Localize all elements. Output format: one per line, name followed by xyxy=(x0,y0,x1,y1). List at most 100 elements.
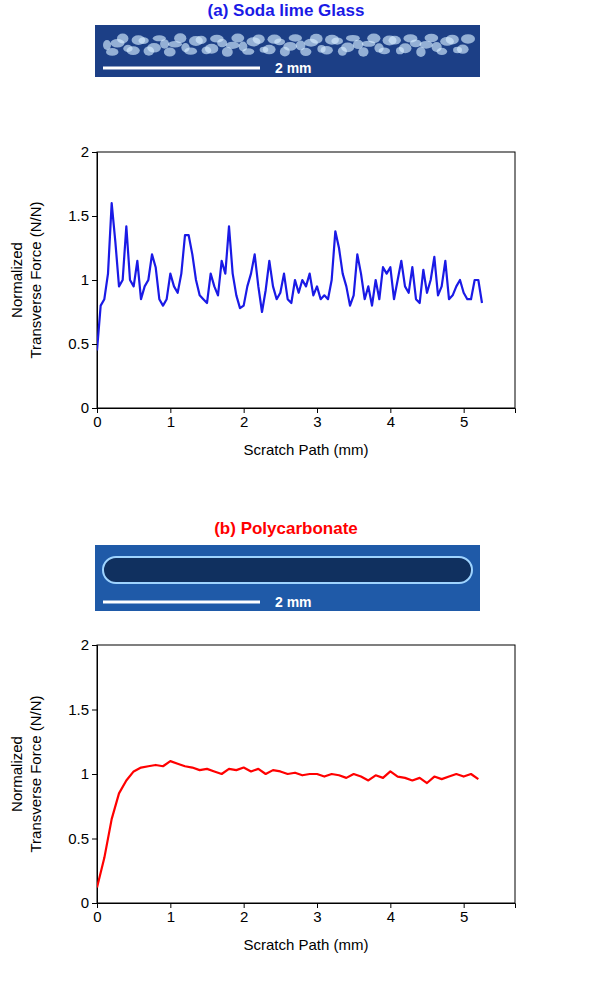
plot-marks xyxy=(97,761,478,887)
y-tick-label: 1.5 xyxy=(68,701,89,718)
scratch-debris xyxy=(138,37,148,44)
scratch-debris xyxy=(106,48,118,56)
scratch-debris xyxy=(457,45,469,54)
y-tick-label: 0 xyxy=(81,894,89,911)
micrograph-background xyxy=(95,545,480,611)
scratch-debris xyxy=(147,43,161,53)
x-axis-title: Scratch Path (mm) xyxy=(243,441,368,458)
scratch-debris xyxy=(437,48,448,55)
scratch-debris xyxy=(410,39,421,47)
y-tick-label: 2 xyxy=(81,143,89,160)
x-tick-label: 5 xyxy=(460,413,468,430)
x-axis-title: Scratch Path (mm) xyxy=(243,936,368,953)
x-tick-label: 3 xyxy=(313,413,321,430)
y-tick-mark xyxy=(92,839,97,840)
x-tick: 5 xyxy=(460,903,468,925)
scale-bar xyxy=(103,601,260,604)
y-axis-line xyxy=(92,646,98,904)
x-tick: 4 xyxy=(387,408,395,430)
scratch-debris xyxy=(164,47,176,56)
x-tick: 0 xyxy=(93,903,101,925)
scratch-debris xyxy=(196,36,207,44)
y-tick: 2 xyxy=(81,143,97,160)
y-tick-label: 2 xyxy=(81,636,89,653)
y-tick: 0.5 xyxy=(68,830,97,847)
panel: (a) Soda lime Glass 2 mm 0 1 2 3 4 5 0 0.5 1 1.5 2 Sc… xyxy=(8,1,516,458)
scratch-debris xyxy=(358,47,368,57)
x-tick-label: 0 xyxy=(93,908,101,925)
y-tick: 0 xyxy=(81,894,97,911)
scratch-debris xyxy=(300,48,311,56)
micrograph-background xyxy=(95,25,480,77)
x-tick-label: 2 xyxy=(240,908,248,925)
scratch-debris xyxy=(226,42,240,49)
x-tick-label: 5 xyxy=(460,908,468,925)
y-axis: 0 0.5 1 1.5 2 xyxy=(68,636,97,911)
y-axis-title: NormalizedTransverse Force (N/N) xyxy=(8,202,44,359)
x-axis-line xyxy=(98,409,516,414)
y-tick: 2 xyxy=(81,636,97,653)
plot-marks xyxy=(97,203,482,350)
scratch-debris xyxy=(331,37,343,44)
x-tick-label: 1 xyxy=(167,413,175,430)
x-tick-label: 3 xyxy=(313,908,321,925)
scratch-debris xyxy=(274,39,285,46)
scratch-debris xyxy=(461,34,475,44)
scratch-debris xyxy=(446,35,459,45)
x-axis-line xyxy=(98,904,516,909)
y-tick-mark xyxy=(92,774,97,775)
y-tick-mark xyxy=(92,280,97,281)
y-tick-label: 1 xyxy=(81,765,89,782)
plot-frame xyxy=(97,152,515,408)
y-axis-line xyxy=(92,153,98,409)
x-tick: 2 xyxy=(240,903,248,925)
x-axis: 0 1 2 3 4 5 xyxy=(93,408,515,430)
y-tick-label: 0 xyxy=(81,399,89,416)
scratch-debris xyxy=(242,48,254,55)
scratch-debris xyxy=(160,39,169,49)
scratch-groove xyxy=(103,557,472,583)
y-tick-mark xyxy=(92,408,97,409)
panel-title: (a) Soda lime Glass xyxy=(208,1,365,20)
scale-bar-label: 2 mm xyxy=(275,60,312,76)
x-axis: 012345 xyxy=(93,903,515,925)
y-tick: 0.5 xyxy=(68,335,97,352)
scratch-debris xyxy=(263,45,276,55)
x-tick-label: 4 xyxy=(387,908,395,925)
scratch-debris xyxy=(184,48,197,55)
scratch-debris xyxy=(205,44,218,54)
scratch-debris xyxy=(425,34,439,42)
data-line xyxy=(97,761,478,887)
y-axis: 0 0.5 1 1.5 2 xyxy=(68,143,97,416)
scratch-debris xyxy=(399,43,411,53)
x-tick: 3 xyxy=(313,408,321,430)
micrograph: 2 mm xyxy=(95,545,480,611)
y-tick-mark xyxy=(92,152,97,153)
y-axis-title: NormalizedTransverse Force (N/N) xyxy=(8,696,44,853)
y-tick-mark xyxy=(92,645,97,646)
y-tick-label: 0.5 xyxy=(68,830,89,847)
scale-bar xyxy=(103,67,260,70)
panel: (b) Polycarbonate2 mm01234500.511.52Scra… xyxy=(8,519,516,953)
scratch-debris xyxy=(217,39,227,47)
x-tick: 1 xyxy=(167,408,175,430)
scratch-debris xyxy=(117,34,128,44)
y-tick: 1 xyxy=(81,765,97,782)
y-tick-label: 1 xyxy=(81,271,89,288)
y-tick: 1 xyxy=(81,271,97,288)
scratch-debris xyxy=(174,33,186,43)
y-tick-mark xyxy=(92,344,97,345)
scratch-debris xyxy=(341,42,354,52)
x-tick-label: 4 xyxy=(387,413,395,430)
y-tick-mark xyxy=(92,216,97,217)
scratch-debris xyxy=(283,42,297,51)
y-tick-label: 1.5 xyxy=(68,207,89,224)
scratch-debris xyxy=(321,46,333,54)
x-tick: 3 xyxy=(313,903,321,925)
scratch-debris xyxy=(253,34,265,44)
y-tick-label: 0.5 xyxy=(68,335,89,352)
figure: (a) Soda lime Glass 2 mm 0 1 2 3 4 5 0 0.5 1 1.5 2 Sc… xyxy=(0,0,595,996)
x-tick-label: 0 xyxy=(93,413,101,430)
plot-frame xyxy=(97,645,515,903)
x-tick-label: 2 xyxy=(240,413,248,430)
